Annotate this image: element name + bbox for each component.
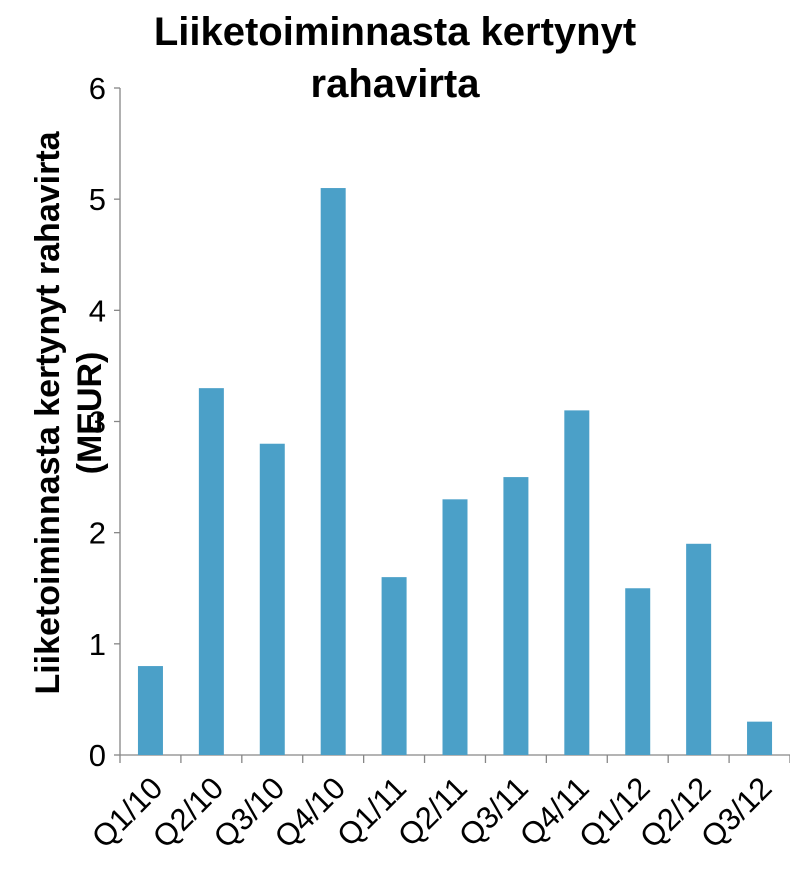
- bar: [686, 543, 712, 755]
- y-tick-labels: 0 1 2 3 4 5 6: [89, 71, 106, 773]
- y-tick-label: 2: [89, 516, 106, 551]
- y-tick-label: 4: [89, 293, 106, 328]
- bar: [564, 410, 590, 755]
- bar: [503, 477, 529, 755]
- bar: [442, 499, 468, 755]
- bar: [137, 666, 163, 755]
- y-tick-label: 3: [89, 405, 106, 440]
- axes: [114, 87, 790, 763]
- bar: [381, 577, 407, 755]
- bar: [259, 443, 285, 755]
- y-tick-label: 1: [89, 627, 106, 662]
- chart-title-line-1: Liiketoiminnasta kertynyt: [153, 10, 637, 54]
- y-tick-label: 6: [89, 71, 106, 106]
- x-tick-labels: Q1/10Q2/10Q3/10Q4/10Q1/11Q2/11Q3/11Q4/11…: [85, 770, 779, 854]
- bar: [747, 721, 773, 755]
- x-tick-label: Q3/12: [694, 770, 778, 854]
- x-tick-label: Q2/11: [391, 770, 474, 853]
- x-tick-label: Q4/10: [268, 770, 352, 854]
- x-tick-label: Q1/11: [330, 770, 413, 853]
- chart-title-line-2: rahavirta: [310, 62, 480, 106]
- y-tick-label: 5: [89, 182, 106, 217]
- bar: [625, 588, 651, 755]
- bar: [198, 388, 224, 755]
- bar: [320, 188, 346, 756]
- bars: [137, 188, 773, 756]
- y-tick-label: 0: [89, 738, 106, 773]
- x-tick-label: Q3/11: [452, 770, 535, 853]
